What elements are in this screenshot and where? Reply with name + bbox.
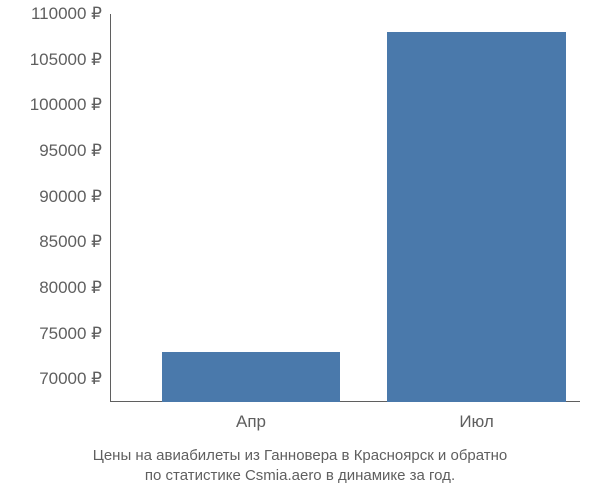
- y-tick-label: 75000 ₽: [39, 324, 102, 344]
- price-bar-chart: 70000 ₽ 75000 ₽ 80000 ₽ 85000 ₽ 90000 ₽ 95000…: [0, 0, 600, 500]
- y-tick-label: 100000 ₽: [30, 95, 102, 115]
- caption-line: Цены на авиабилеты из Ганновера в Красно…: [0, 446, 600, 466]
- x-tick-label: Апр: [236, 412, 266, 432]
- chart-caption: Цены на авиабилеты из Ганновера в Красно…: [0, 446, 600, 487]
- y-tick-label: 70000 ₽: [39, 369, 102, 389]
- y-tick-label: 80000 ₽: [39, 278, 102, 298]
- y-tick-label: 85000 ₽: [39, 232, 102, 252]
- plot-area: 70000 ₽75000 ₽80000 ₽85000 ₽90000 ₽95000…: [110, 14, 580, 402]
- x-tick-label: Июл: [459, 412, 494, 432]
- caption-line: по статистике Csmia.aero в динамике за г…: [0, 466, 600, 486]
- bar: [387, 32, 566, 402]
- y-tick-label: 95000 ₽: [39, 141, 102, 161]
- bar: [162, 352, 341, 402]
- y-tick-label: 105000 ₽: [30, 50, 102, 70]
- y-tick-label: 90000 ₽: [39, 187, 102, 207]
- y-axis-line: [110, 14, 111, 402]
- y-tick-label: 110000 ₽: [31, 4, 102, 24]
